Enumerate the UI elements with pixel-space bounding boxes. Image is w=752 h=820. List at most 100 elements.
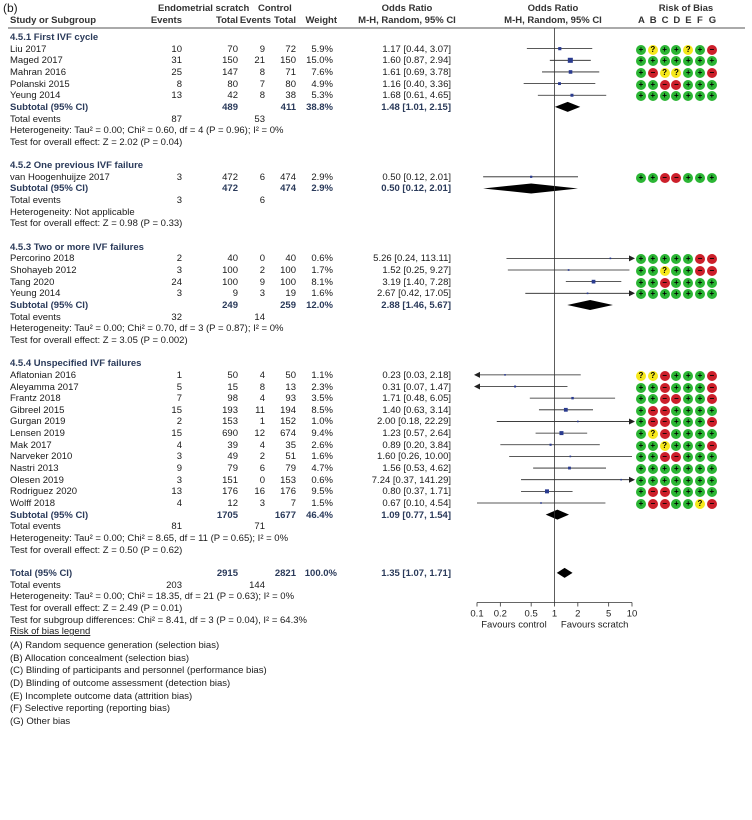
subgroup-title: 4.5.1 First IVF cycle [10,32,99,43]
panel-label: (b) [3,1,18,15]
subtotal-weight: 12.0% [306,299,333,311]
subgroup-title: 4.5.4 Unspecified IVF failures [10,358,142,370]
study-ci-text: 1.68 [0.61, 4.65] [382,90,451,102]
study-events-scratch: 3 [176,451,182,463]
rob-dot-G: − [706,266,717,276]
study-ci-text: 1.60 [0.26, 10.00] [377,451,451,463]
study-total-scratch: 150 [222,55,238,67]
study-point [558,82,561,86]
study-point [558,47,562,51]
study-weight: 9.5% [311,486,333,498]
rob-dot-F: + [695,452,705,463]
header-control-group: Control [258,3,292,14]
study-events-scratch: 13 [171,486,182,498]
rob-dot-C: + [659,56,670,67]
rob-dot-D: + [671,91,682,102]
rob-dot-C: + [659,254,670,265]
study-ci-text: 1.16 [0.40, 3.36] [382,78,451,90]
subtotal-label: Subtotal (95% CI) [10,299,89,311]
total-events-scratch: 32 [171,311,182,323]
overall-effect-text: Test for overall effect: Z = 0.50 (P = 0… [10,544,183,556]
rob-dot-A: + [636,254,646,265]
study-name: Percorino 2018 [10,253,75,265]
study-total-control: 71 [285,66,296,78]
study-ci-text: 1.17 [0.44, 3.07] [382,43,451,55]
header-weight: Weight [305,15,338,26]
study-weight: 1.0% [311,416,333,428]
study-ci-text: 0.31 [0.07, 1.47] [382,381,451,393]
subtotal-ci-text: 0.50 [0.12, 2.01] [381,183,451,195]
rob-dot-F: + [695,405,705,416]
study-total-control: 19 [285,288,296,300]
rob-dot-A: + [636,405,646,416]
study-point [620,478,622,481]
study-events-scratch: 3 [176,288,182,300]
study-weight: 2.6% [311,439,333,451]
study-total-control: 35 [285,439,296,451]
study-total-control: 153 [280,474,296,486]
grand-total-events-scratch: 203 [166,579,182,591]
rob-dot-D: + [671,429,682,440]
total-total-scratch: 2915 [216,567,238,579]
study-events-scratch: 13 [171,90,182,102]
study-point [568,466,571,470]
rob-dot-F: + [695,56,705,67]
rob-dot-A: + [636,429,646,440]
subtotal-weight: 46.4% [306,509,333,521]
study-total-scratch: 12 [227,498,238,509]
header-events-scratch: Events [150,15,182,26]
rob-dot-C: ? [659,440,670,451]
study-events-scratch: 2 [176,416,182,428]
study-weight: 4.7% [311,463,333,475]
rob-dot-B: + [647,464,658,475]
rob-dot-D: − [671,172,682,183]
rob-dot-A: + [636,499,646,509]
subtotal-total-control: 411 [280,101,296,113]
rob-dot-B: + [647,475,658,486]
study-name: Mahran 2016 [10,66,66,78]
rob-dot-G: − [706,382,717,393]
study-ci-text: 1.56 [0.53, 4.62] [382,463,451,475]
study-weight: 1.7% [311,265,333,276]
overall-effect-text: Test for overall effect: Z = 3.05 (P = 0… [10,334,188,346]
rob-dot-G: + [706,172,717,183]
total-diamond [556,567,573,578]
study-ci-text: 1.52 [0.25, 9.27] [382,265,451,276]
subgroup-differences-text: Test for subgroup differences: Chi² = 8.… [10,614,307,626]
rob-dot-E: + [683,266,694,276]
subtotal-label: Subtotal (95% CI) [10,101,89,113]
study-point [563,407,568,412]
ci-arrow-right [629,290,635,297]
rob-dot-B: − [647,499,658,509]
subgroup-title: 4.5.2 One previous IVF failure [10,160,144,172]
study-events-control: 9 [259,276,265,288]
rob-dot-F: + [695,67,705,78]
study-events-control: 3 [259,498,265,509]
study-events-control: 7 [259,78,265,90]
rob-dot-E: + [683,429,694,440]
heterogeneity-text: Heterogeneity: Tau² = 0.00; Chi² = 0.60,… [10,125,284,137]
study-name: Wolff 2018 [10,498,56,509]
study-total-scratch: 70 [227,43,238,55]
rob-letter-B: B [649,15,657,26]
rob-dot-B: + [647,91,658,102]
subtotal-diamond [483,183,578,194]
study-name: Nastri 2013 [10,463,59,475]
rob-dot-E: + [683,499,694,509]
rob-dot-G: + [706,79,717,90]
study-ci-text: 5.26 [0.24, 113.11] [373,253,451,265]
study-total-scratch: 98 [227,393,238,405]
study-total-scratch: 147 [222,66,238,78]
rob-dot-F: + [695,79,705,90]
rob-dot-G: − [706,394,717,405]
rob-dot-D: + [671,56,682,67]
total-events-scratch: 81 [171,521,182,533]
rob-dot-B: + [647,172,658,183]
rob-dot-C: − [659,487,670,498]
header-scratch-group: Endometrial scratch [158,3,250,14]
study-ci-text: 1.40 [0.63, 3.14] [382,404,451,416]
total-events-control: 53 [254,113,265,125]
study-total-scratch: 690 [222,428,238,440]
rob-dot-F: + [695,417,705,428]
